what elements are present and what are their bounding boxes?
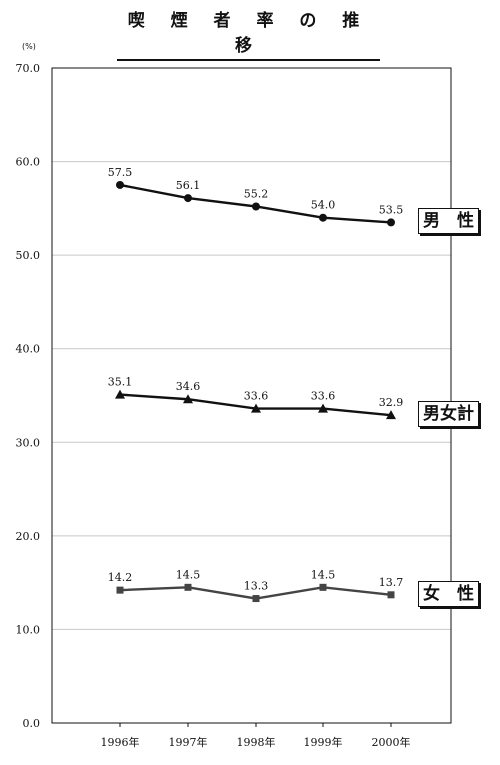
x-tick-label: 1996年 (101, 735, 140, 749)
data-label: 34.6 (176, 380, 201, 393)
data-label: 14.5 (311, 568, 336, 581)
point-marker (116, 180, 124, 189)
data-label: 13.3 (244, 580, 269, 593)
x-tick-label: 1998年 (237, 735, 276, 749)
data-label: 14.5 (176, 568, 201, 581)
data-label: 14.2 (108, 571, 133, 584)
legend-label-female: 女 性 (418, 580, 479, 607)
x-axis-ticks: 1996年 1997年 1998年 1999年 2000年 (101, 723, 411, 749)
point-marker (183, 394, 193, 404)
data-labels: 57.5 56.1 55.2 54.0 53.5 35.1 34.6 33.6 33.6 32.9… (108, 166, 404, 593)
point-marker (252, 202, 260, 211)
x-tick-label: 1997年 (169, 735, 208, 749)
point-marker (319, 583, 327, 591)
chart-title: 喫 煙 者 率 の 推 移 (117, 6, 380, 61)
series-lines (115, 180, 396, 603)
point-marker (251, 403, 261, 413)
point-marker (387, 218, 395, 227)
point-marker (115, 389, 125, 399)
y-tick-label: 20.0 (16, 530, 41, 543)
legend-label-male: 男 性 (418, 208, 479, 235)
x-tick-label: 2000年 (372, 735, 411, 749)
data-label: 33.6 (244, 390, 269, 403)
y-axis-unit: (%) (22, 42, 36, 51)
y-tick-label: 60.0 (16, 156, 41, 169)
point-marker (252, 595, 260, 603)
data-label: 53.5 (379, 203, 404, 216)
gridlines (52, 161, 451, 630)
data-label: 54.0 (311, 199, 336, 212)
point-marker (387, 591, 395, 599)
point-marker (318, 403, 328, 413)
data-label: 56.1 (176, 179, 201, 192)
data-label: 13.7 (379, 576, 404, 589)
y-axis-ticks: 0.0 10.0 20.0 30.0 40.0 50.0 60.0 70.0 (16, 62, 41, 730)
data-label: 33.6 (311, 390, 336, 403)
point-marker (386, 410, 396, 420)
data-label: 57.5 (108, 166, 133, 179)
data-label: 55.2 (244, 187, 269, 200)
point-marker (319, 213, 327, 222)
x-tick-label: 1999年 (304, 735, 343, 749)
y-tick-label: 10.0 (16, 623, 41, 636)
y-tick-label: 0.0 (23, 717, 41, 730)
point-marker (184, 194, 192, 203)
y-tick-label: 70.0 (16, 62, 41, 75)
data-label: 35.1 (108, 376, 133, 389)
point-marker (184, 583, 192, 591)
data-label: 32.9 (379, 396, 404, 409)
y-tick-label: 30.0 (16, 436, 41, 449)
plot-area (51, 67, 452, 724)
legend-label-total: 男女計 (418, 401, 479, 428)
y-tick-label: 50.0 (16, 249, 41, 262)
point-marker (116, 586, 124, 594)
y-tick-label: 40.0 (16, 343, 41, 356)
